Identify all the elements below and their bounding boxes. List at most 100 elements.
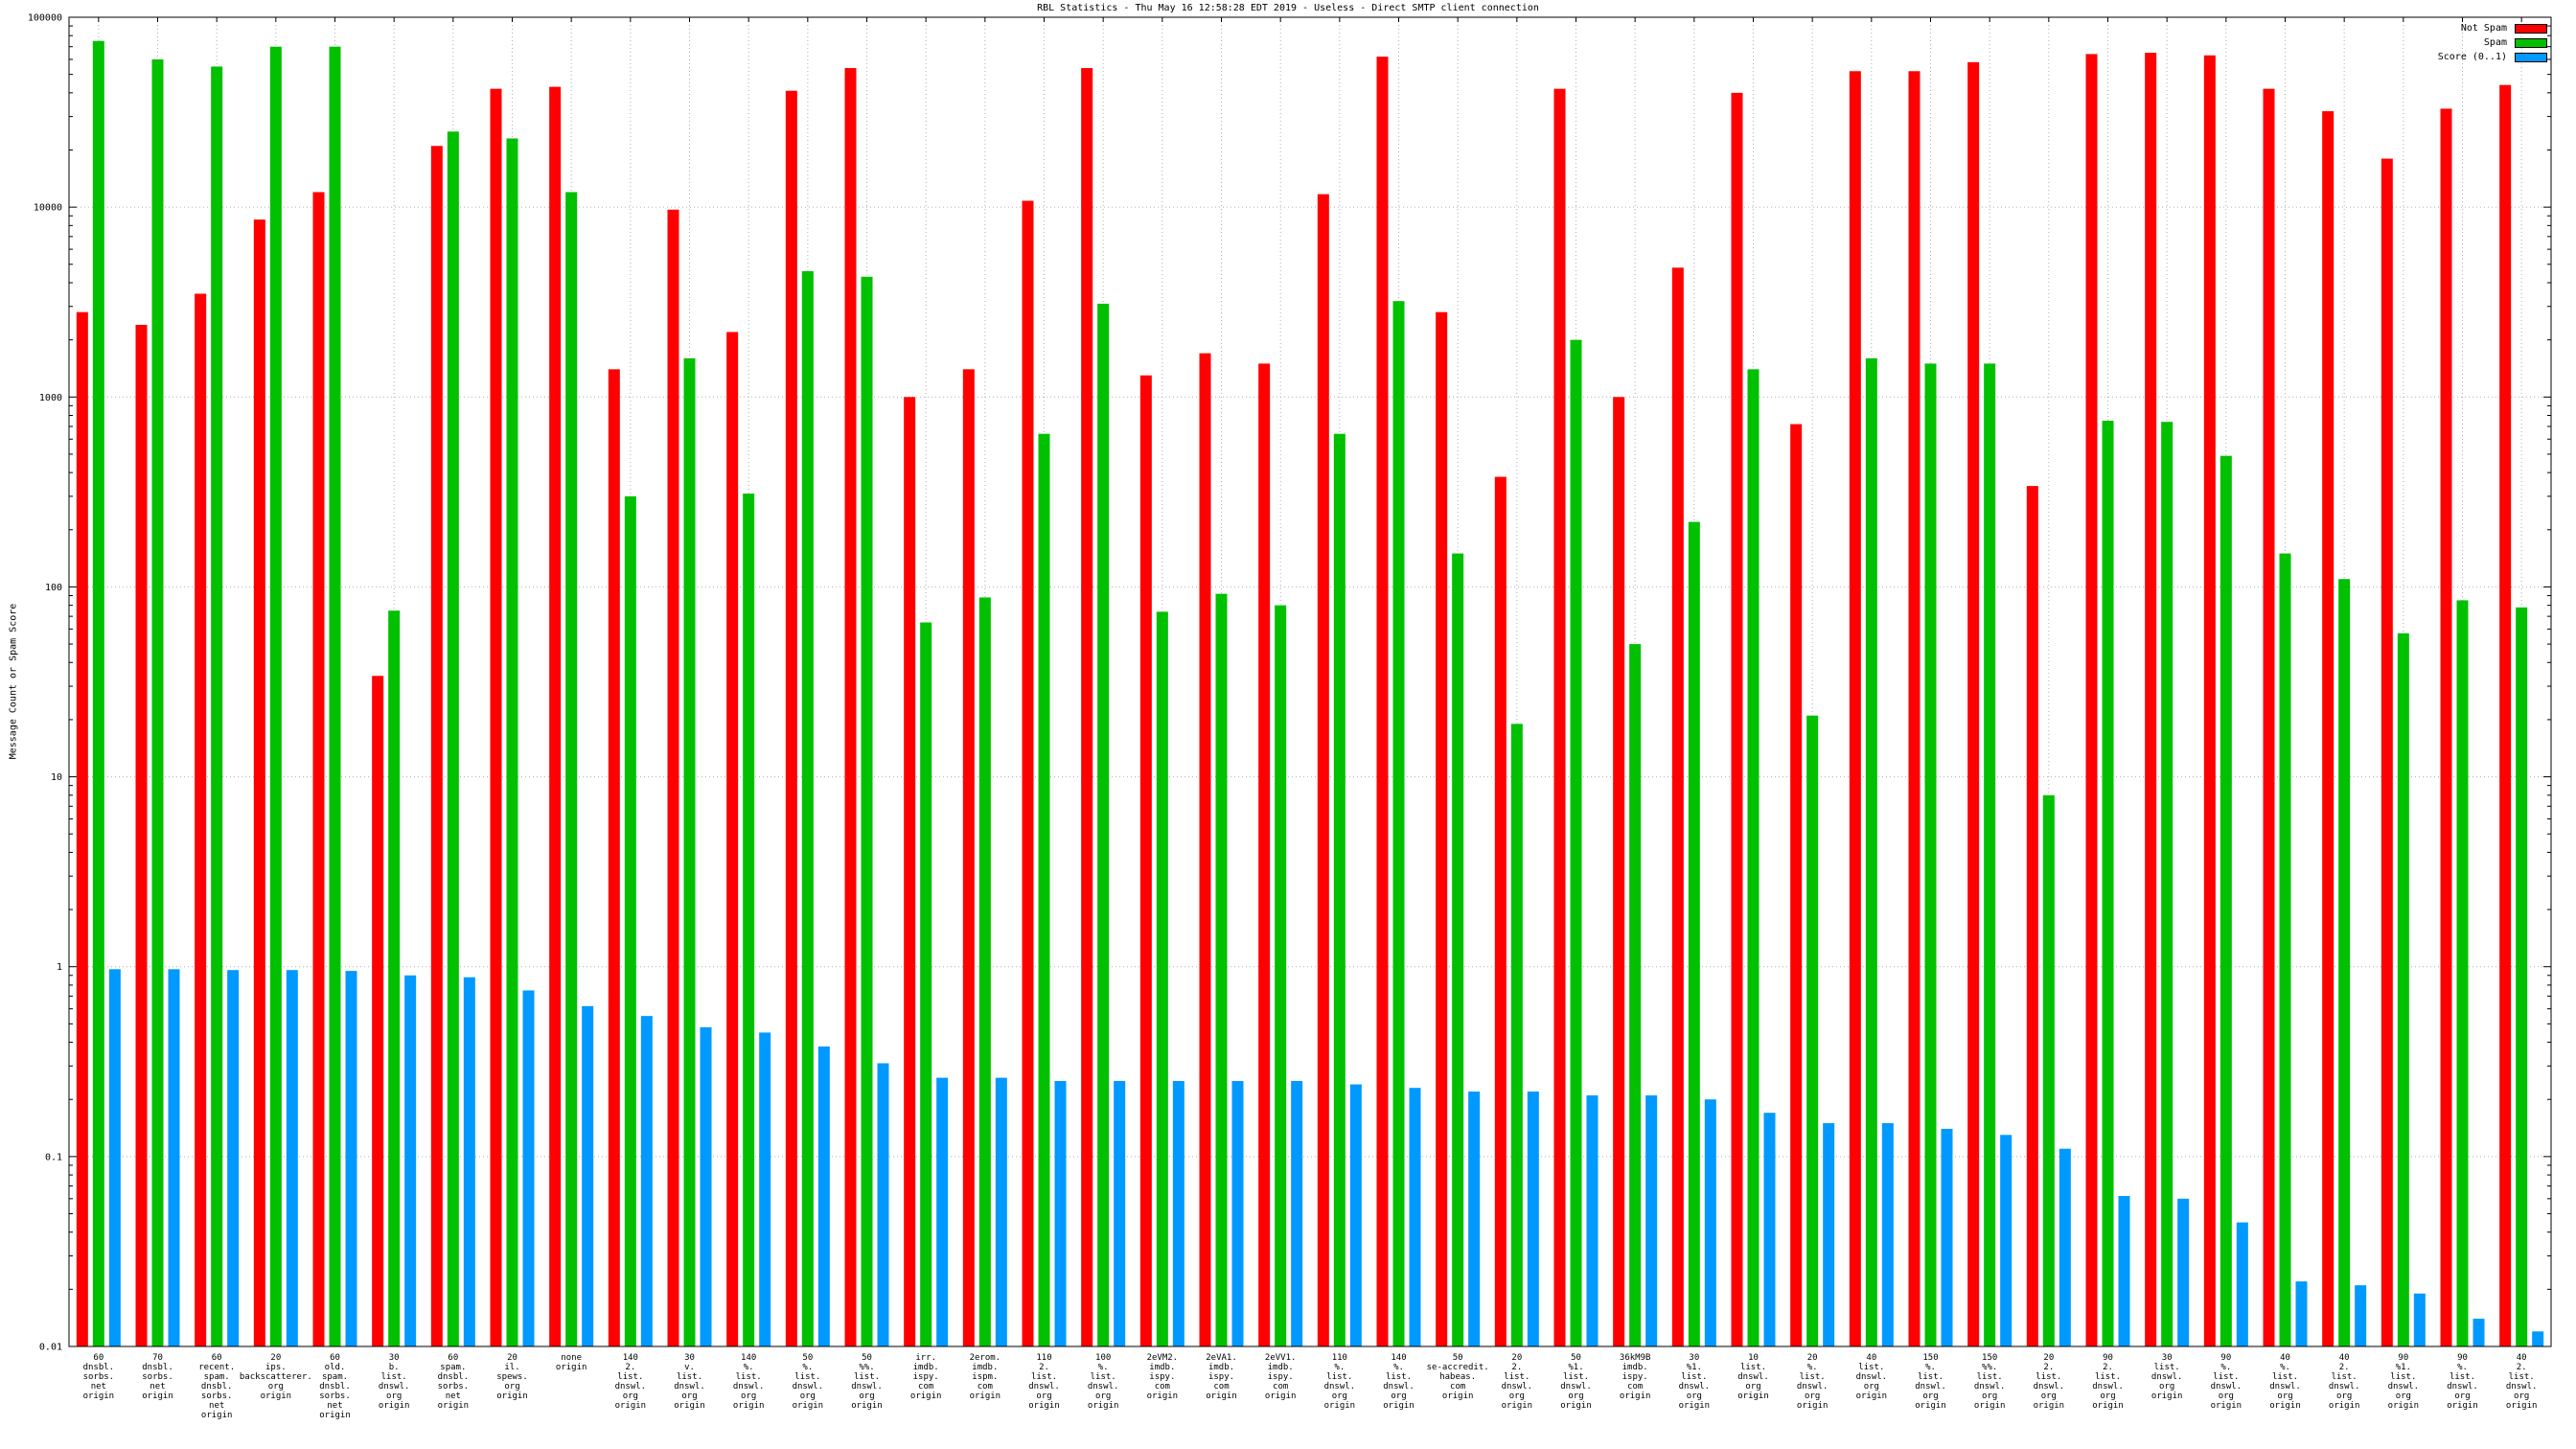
bar-spam	[1333, 433, 1346, 1346]
bar-not-spam	[2145, 53, 2157, 1347]
x-category-label: sorbs.	[319, 1392, 351, 1401]
bar-spam	[2161, 422, 2174, 1346]
y-tick-label: 10	[51, 772, 62, 783]
x-category-label: dnswl.	[2388, 1382, 2420, 1392]
legend-item: Spam	[2484, 37, 2547, 48]
x-category-label: org	[1568, 1392, 1583, 1401]
bar-score	[345, 971, 357, 1346]
x-category-label: list.	[2095, 1372, 2121, 1382]
x-category-label: origin	[2269, 1401, 2301, 1411]
bar-spam	[2102, 421, 2114, 1346]
x-category-label: %.	[1334, 1363, 1345, 1372]
x-category-label: dnswl.	[674, 1382, 705, 1392]
x-category-label: org	[2100, 1392, 2115, 1401]
bar-score	[2355, 1285, 2367, 1346]
bar-score	[2000, 1135, 2012, 1346]
bar-spam	[2456, 600, 2469, 1346]
bar-score	[404, 975, 417, 1346]
x-category-label: 70	[152, 1353, 163, 1363]
bar-spam	[565, 192, 578, 1347]
x-category-label: origin	[910, 1392, 942, 1401]
x-category-label: ispy.	[1149, 1372, 1175, 1382]
x-category-label: org	[2041, 1392, 2057, 1401]
bar-not-spam	[135, 324, 148, 1346]
bar-not-spam	[1436, 311, 1448, 1346]
x-category-label: dnswl.	[2447, 1382, 2478, 1392]
x-category-label: imdb.	[1622, 1363, 1648, 1372]
bar-not-spam	[1613, 397, 1625, 1346]
x-category-label: com	[1627, 1382, 1643, 1392]
x-category-label: dnswl.	[1915, 1382, 1946, 1392]
x-category-label: net	[150, 1382, 165, 1392]
bar-spam	[2397, 632, 2409, 1346]
bar-spam	[388, 610, 401, 1346]
bar-spam	[1452, 553, 1464, 1346]
x-category-label: list.	[736, 1372, 762, 1382]
bar-score	[1409, 1088, 1421, 1346]
x-category-label: origin	[1620, 1392, 1651, 1401]
x-category-label: none	[561, 1353, 582, 1363]
bar-spam	[1510, 724, 1523, 1346]
x-category-label: dnswl.	[2329, 1382, 2360, 1392]
x-category-label: 2.	[1039, 1363, 1049, 1372]
x-category-label: 40	[2339, 1353, 2350, 1363]
x-category-label: origin	[142, 1392, 173, 1401]
x-category-label: spews.	[496, 1372, 528, 1382]
bar-spam	[1038, 433, 1050, 1346]
bar-score	[2413, 1293, 2426, 1346]
x-category-label: dnsbl.	[142, 1363, 173, 1372]
x-category-label: %.	[802, 1363, 813, 1372]
x-category-label: list.	[381, 1372, 407, 1382]
bar-score	[2118, 1195, 2130, 1346]
bar-not-spam	[1731, 92, 1743, 1346]
y-tick-label: 100000	[28, 13, 62, 24]
x-category-label: 2erom.	[970, 1353, 1001, 1363]
bar-score	[463, 977, 475, 1346]
x-category-label: 90	[2103, 1353, 2113, 1363]
bar-score	[108, 969, 121, 1346]
x-category-label: com	[1155, 1382, 1170, 1392]
x-category-label: origin	[1502, 1401, 1533, 1411]
x-category-label: list.	[1031, 1372, 1057, 1382]
bar-score	[522, 990, 535, 1346]
x-category-label: %1.	[2396, 1363, 2411, 1372]
bar-not-spam	[253, 219, 265, 1346]
x-category-label: origin	[1560, 1401, 1592, 1411]
x-category-label: origin	[201, 1411, 233, 1420]
x-category-label: imdb.	[913, 1363, 939, 1372]
x-category-label: list.	[1918, 1372, 1944, 1382]
x-category-label: 110	[1036, 1353, 1051, 1363]
x-category-label: ispy.	[1268, 1372, 1294, 1382]
x-category-label: list.	[2154, 1363, 2180, 1372]
x-category-label: org	[1332, 1392, 1347, 1401]
x-category-label: org	[2277, 1392, 2292, 1401]
bar-not-spam	[490, 88, 502, 1346]
x-category-label: 30	[389, 1353, 400, 1363]
x-category-label: list.	[2213, 1372, 2239, 1382]
x-category-label: dnsbl.	[319, 1382, 351, 1392]
x-category-label: ispy.	[1208, 1372, 1234, 1382]
x-category-label: %.	[1925, 1363, 1936, 1372]
x-category-label: dnsbl.	[201, 1382, 233, 1392]
x-category-label: dnswl.	[733, 1382, 765, 1392]
x-category-label: dnswl.	[1856, 1372, 1888, 1382]
legend: Not Spam Spam Score (0..1)	[2438, 23, 2547, 62]
bar-not-spam	[195, 293, 207, 1346]
x-category-label: list.	[1977, 1372, 2003, 1382]
x-category-label: sorbs.	[201, 1392, 233, 1401]
bar-not-spam	[844, 68, 857, 1346]
bar-spam	[624, 495, 636, 1346]
x-category-label: dnswl.	[615, 1382, 647, 1392]
x-category-label: com	[1450, 1382, 1465, 1392]
bar-not-spam	[1908, 71, 1920, 1346]
x-category-label: %.	[2457, 1363, 2468, 1372]
bar-spam	[2279, 553, 2291, 1346]
x-category-label: 20	[507, 1353, 518, 1363]
x-category-label: origin	[1679, 1401, 1711, 1411]
x-category-label: sorbs.	[438, 1382, 470, 1392]
bar-spam	[1275, 605, 1287, 1346]
x-category-label: spam.	[440, 1363, 466, 1372]
x-category-label: 2.	[625, 1363, 635, 1372]
bar-spam	[2338, 579, 2351, 1346]
